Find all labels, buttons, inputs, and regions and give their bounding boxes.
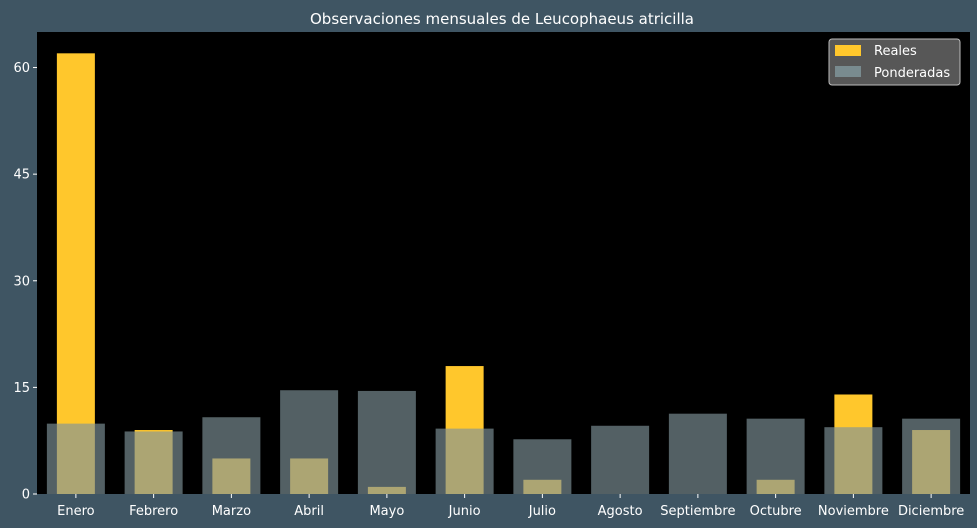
legend-label-ponderadas: Ponderadas bbox=[874, 66, 950, 81]
legend-box bbox=[828, 38, 961, 86]
x-tick-label: Mayo bbox=[369, 504, 404, 519]
y-axis: 0 15 30 45 60 bbox=[13, 61, 37, 503]
bar-ponderadas-mayo bbox=[357, 390, 416, 494]
y-tick-label: 15 bbox=[13, 381, 30, 396]
plot-area bbox=[37, 32, 970, 494]
y-tick-label: 60 bbox=[13, 61, 30, 76]
x-axis: Enero Febrero Marzo Abril Mayo Junio Julio Agos… bbox=[57, 494, 964, 519]
x-tick-label: Diciembre bbox=[898, 504, 964, 519]
bar-ponderadas-diciembre bbox=[902, 418, 961, 494]
legend-swatch-ponderadas bbox=[835, 66, 861, 77]
bar-ponderadas-abril bbox=[280, 390, 339, 494]
y-tick-label: 45 bbox=[13, 168, 30, 183]
bar-ponderadas-septiembre bbox=[668, 413, 727, 494]
y-tick-label: 0 bbox=[22, 488, 30, 503]
x-tick-label: Septiembre bbox=[660, 504, 735, 519]
bar-ponderadas-junio bbox=[435, 428, 494, 494]
legend: Reales Ponderadas bbox=[828, 38, 961, 86]
y-tick-label: 30 bbox=[13, 274, 30, 289]
bar-ponderadas-julio bbox=[513, 439, 572, 494]
legend-swatch-reales bbox=[835, 45, 861, 56]
bar-ponderadas-octubre bbox=[746, 418, 805, 494]
x-tick-label: Agosto bbox=[598, 504, 643, 519]
legend-label-reales: Reales bbox=[874, 44, 917, 59]
x-tick-label: Abril bbox=[294, 504, 324, 519]
bar-ponderadas-agosto bbox=[591, 425, 650, 494]
x-tick-label: Marzo bbox=[212, 504, 251, 519]
chart-title: Observaciones mensuales de Leucophaeus a… bbox=[310, 10, 694, 28]
x-tick-label: Noviembre bbox=[818, 504, 889, 519]
x-tick-label: Enero bbox=[57, 504, 95, 519]
x-tick-label: Junio bbox=[448, 504, 481, 519]
bar-reales-enero bbox=[56, 53, 95, 494]
x-tick-label: Octubre bbox=[750, 504, 802, 519]
bar-ponderadas-marzo bbox=[202, 417, 261, 494]
x-tick-label: Febrero bbox=[129, 504, 178, 519]
bar-ponderadas-febrero bbox=[124, 431, 183, 494]
x-tick-label: Julio bbox=[528, 504, 556, 519]
bar-ponderadas-noviembre bbox=[824, 427, 883, 494]
bar-ponderadas-enero bbox=[46, 423, 105, 494]
